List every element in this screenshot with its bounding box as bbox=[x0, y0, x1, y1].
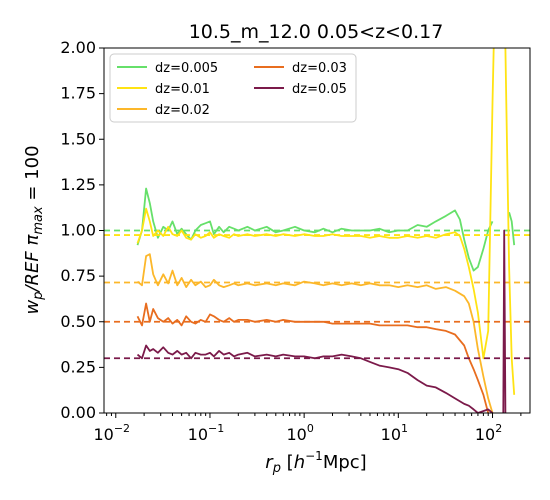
x-tick-base: 10 bbox=[475, 425, 495, 444]
x-tick-label: 101 bbox=[381, 422, 408, 444]
series-line-dz-0-005 bbox=[136, 187, 516, 272]
series-line-dz-0-02 bbox=[136, 253, 494, 413]
x-tick-exponent: 1 bbox=[401, 422, 408, 435]
svg-text:wp/REF πmax = 100: wp/REF πmax = 100 bbox=[22, 145, 46, 314]
x-tick-exponent: 0 bbox=[307, 422, 314, 435]
x-tick-exponent: −2 bbox=[114, 422, 130, 435]
x-tick-exponent: 2 bbox=[495, 422, 502, 435]
legend: dz=0.005 dz=0.01 dz=0.02 dz=0.03 dz=0.05 bbox=[109, 53, 357, 123]
plot-area bbox=[104, 48, 530, 413]
y-tick-label: 0.50 bbox=[60, 312, 96, 331]
legend-label: dz=0.005 bbox=[155, 61, 218, 76]
y-tick-label: 2.00 bbox=[60, 38, 96, 57]
x-tick-base: 10 bbox=[188, 425, 208, 444]
y-tick-label: 1.25 bbox=[60, 175, 96, 194]
x-tick-base: 10 bbox=[93, 425, 113, 444]
y-tick-label: 1.00 bbox=[60, 221, 96, 240]
y-tick-label: 1.50 bbox=[60, 129, 96, 148]
x-tick-label: 102 bbox=[475, 422, 502, 444]
x-tick-label: 100 bbox=[286, 422, 313, 444]
legend-label: dz=0.03 bbox=[292, 61, 347, 76]
x-tick-base: 10 bbox=[381, 425, 401, 444]
legend-box bbox=[109, 53, 357, 123]
legend-label: dz=0.01 bbox=[155, 82, 210, 97]
series-line-dz-0-01 bbox=[136, 48, 516, 395]
legend-label: dz=0.05 bbox=[292, 82, 347, 97]
y-tick-label: 1.75 bbox=[60, 84, 96, 103]
y-tick-label: 0.00 bbox=[60, 403, 96, 422]
y-tick-label: 0.75 bbox=[60, 266, 96, 285]
axes: 0.000.250.500.751.001.251.501.752.0010−2… bbox=[60, 38, 531, 444]
y-tick-label: 0.25 bbox=[60, 357, 96, 376]
x-tick-label: 10−2 bbox=[93, 422, 130, 444]
legend-label: dz=0.02 bbox=[155, 103, 210, 118]
y-axis-title: wp/REF πmax = 100 bbox=[22, 145, 46, 314]
series-group bbox=[104, 48, 530, 413]
series-line-dz-0-05 bbox=[136, 229, 507, 413]
x-tick-base: 10 bbox=[286, 425, 306, 444]
chart-title: 10.5_m_12.0 0.05<z<0.17 bbox=[189, 21, 444, 43]
x-tick-label: 10−1 bbox=[188, 422, 225, 444]
x-tick-exponent: −1 bbox=[208, 422, 224, 435]
series-line-dz-0-03 bbox=[136, 302, 490, 413]
svg-text:rp [h−1Mpc]: rp [h−1Mpc] bbox=[265, 449, 366, 476]
x-axis-title: rp [h−1Mpc] bbox=[265, 449, 366, 476]
